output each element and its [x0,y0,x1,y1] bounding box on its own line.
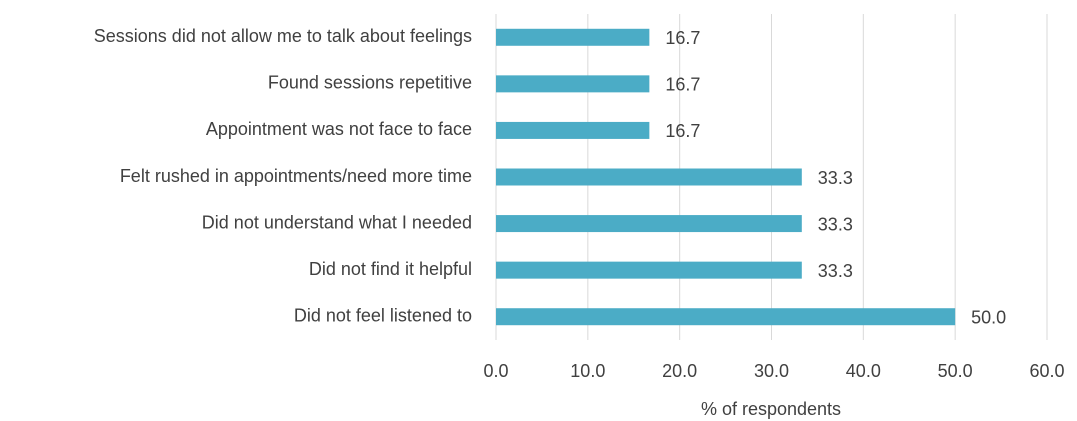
y-tick-label: Sessions did not allow me to talk about … [94,26,472,46]
x-axis-title: % of respondents [701,399,841,419]
bar [496,261,802,279]
x-tick-label: 20.0 [662,361,697,381]
y-tick-label: Found sessions repetitive [268,73,472,93]
bar [496,121,650,139]
data-label: 33.3 [818,261,853,281]
x-tick-label: 60.0 [1029,361,1064,381]
y-tick-label: Did not feel listened to [294,305,472,325]
data-label: 33.3 [818,214,853,234]
data-label: 33.3 [818,168,853,188]
y-tick-label: Did not understand what I needed [202,212,472,232]
x-tick-label: 40.0 [846,361,881,381]
x-tick-label: 30.0 [754,361,789,381]
bar [496,28,650,46]
bar [496,75,650,93]
y-tick-label: Felt rushed in appointments/need more ti… [120,166,472,186]
data-label: 16.7 [665,121,700,141]
bar [496,308,956,326]
data-label: 16.7 [665,75,700,95]
bar [496,215,802,233]
bar [496,168,802,186]
y-tick-label: Did not find it helpful [309,259,472,279]
y-tick-label: Appointment was not face to face [206,119,472,139]
x-tick-label: 0.0 [483,361,508,381]
data-label: 50.0 [971,307,1006,327]
x-tick-label: 50.0 [938,361,973,381]
x-tick-label: 10.0 [570,361,605,381]
data-label: 16.7 [665,28,700,48]
